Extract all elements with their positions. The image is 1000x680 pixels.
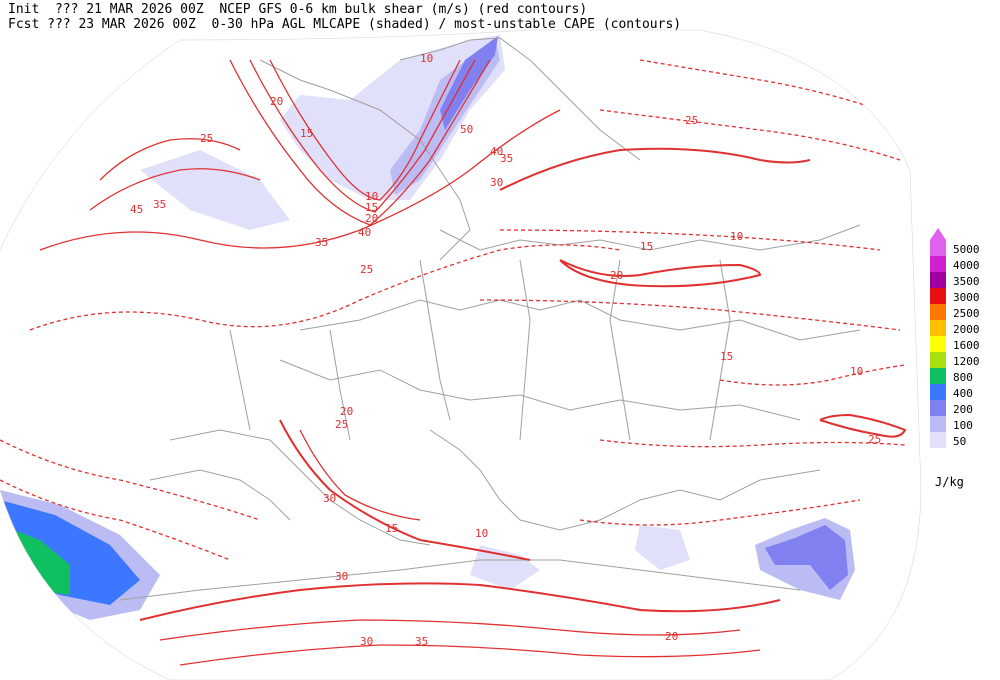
legend-swatch [930,368,946,384]
cape-area-levant-core [765,525,848,590]
legend-item: 800 [930,368,1000,384]
shear-label: 10 [475,527,488,540]
legend-unit: J/kg [935,475,964,489]
cape-area-atlantic [140,150,290,230]
shear-label: 30 [360,635,373,648]
legend-item: 5000 [930,240,1000,256]
shear-label: 10 [420,52,433,65]
legend-swatch [930,272,946,288]
legend-arrow-icon [930,228,946,240]
legend-item: 2000 [930,320,1000,336]
shear-label: 40 [358,226,371,239]
shear-label: 35 [315,236,328,249]
shear-label: 35 [415,635,428,648]
legend-item: 3000 [930,288,1000,304]
shear-label: 30 [490,176,503,189]
shear-label: 25 [200,132,213,145]
shear-label: 25 [685,114,698,127]
shear-label: 35 [500,152,513,165]
shear-label: 30 [335,570,348,583]
shear-labels: 10 15 20 25 30 35 40 45 50 10 15 20 25 3… [130,52,881,648]
cape-area-norway-inner [440,36,498,130]
shear-label: 20 [365,212,378,225]
shear-label: 10 [365,190,378,203]
legend-item: 1600 [930,336,1000,352]
shear-label: 30 [323,492,336,505]
cape-area-aegean [635,525,690,570]
shear-label: 20 [610,269,623,282]
shear-label: 20 [270,95,283,108]
legend-swatch [930,400,946,416]
legend-swatch [930,416,946,432]
legend-item: 400 [930,384,1000,400]
legend-swatch [930,432,946,448]
shear-label: 50 [460,123,473,136]
legend-item: 100 [930,416,1000,432]
shear-contours [0,59,907,666]
shear-label: 15 [385,522,398,535]
cape-area-mediterranean [470,545,540,590]
shear-label: 10 [730,230,743,243]
legend-item: 50 [930,432,1000,448]
legend-item: 200 [930,400,1000,416]
title-line-2: Fcst ??? 23 MAR 2026 00Z 0-30 hPa AGL ML… [8,17,682,32]
shear-label: 15 [720,350,733,363]
legend-swatch [930,256,946,272]
legend-swatch [930,288,946,304]
legend-swatch [930,384,946,400]
shear-label: 20 [665,630,678,643]
shear-label: 15 [640,240,653,253]
title-line-1: Init ??? 21 MAR 2026 00Z NCEP GFS 0-6 km… [8,2,588,17]
cape-shading [0,35,855,620]
legend-item: 4000 [930,256,1000,272]
shear-label: 10 [850,365,863,378]
shear-label: 15 [365,201,378,214]
legend-item: 3500 [930,272,1000,288]
shear-label: 25 [360,263,373,276]
shear-label: 45 [130,203,143,216]
legend-swatch [930,352,946,368]
shear-label: 40 [490,145,503,158]
shear-label: 25 [335,418,348,431]
country-borders [119,37,861,601]
shear-label: 15 [300,127,313,140]
shear-label: 35 [153,198,166,211]
shear-label: 20 [340,405,353,418]
legend-item: 1200 [930,352,1000,368]
legend-item: 2500 [930,304,1000,320]
legend-swatch [930,240,946,256]
legend-swatch [930,336,946,352]
shear-label: 25 [868,433,881,446]
legend-swatch [930,304,946,320]
legend-swatch [930,320,946,336]
